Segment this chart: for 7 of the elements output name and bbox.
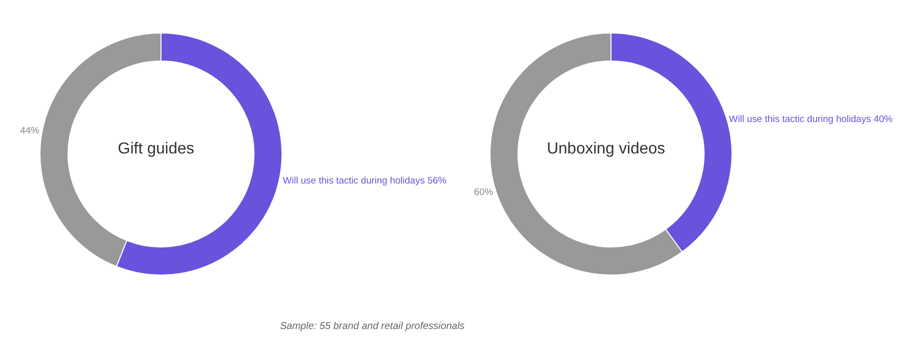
data-label: 44% — [20, 125, 40, 136]
text: Gift guides — [118, 140, 194, 158]
text: Sample: 55 brand and retail professionals — [280, 320, 465, 334]
data-label: 60% — [474, 186, 494, 198]
slice-label: Will use this tactic during holidays 40% — [728, 114, 894, 126]
slice-label: Will use this tactic during holidays 56% — [282, 176, 448, 187]
text: Unboxing videos — [546, 140, 666, 158]
